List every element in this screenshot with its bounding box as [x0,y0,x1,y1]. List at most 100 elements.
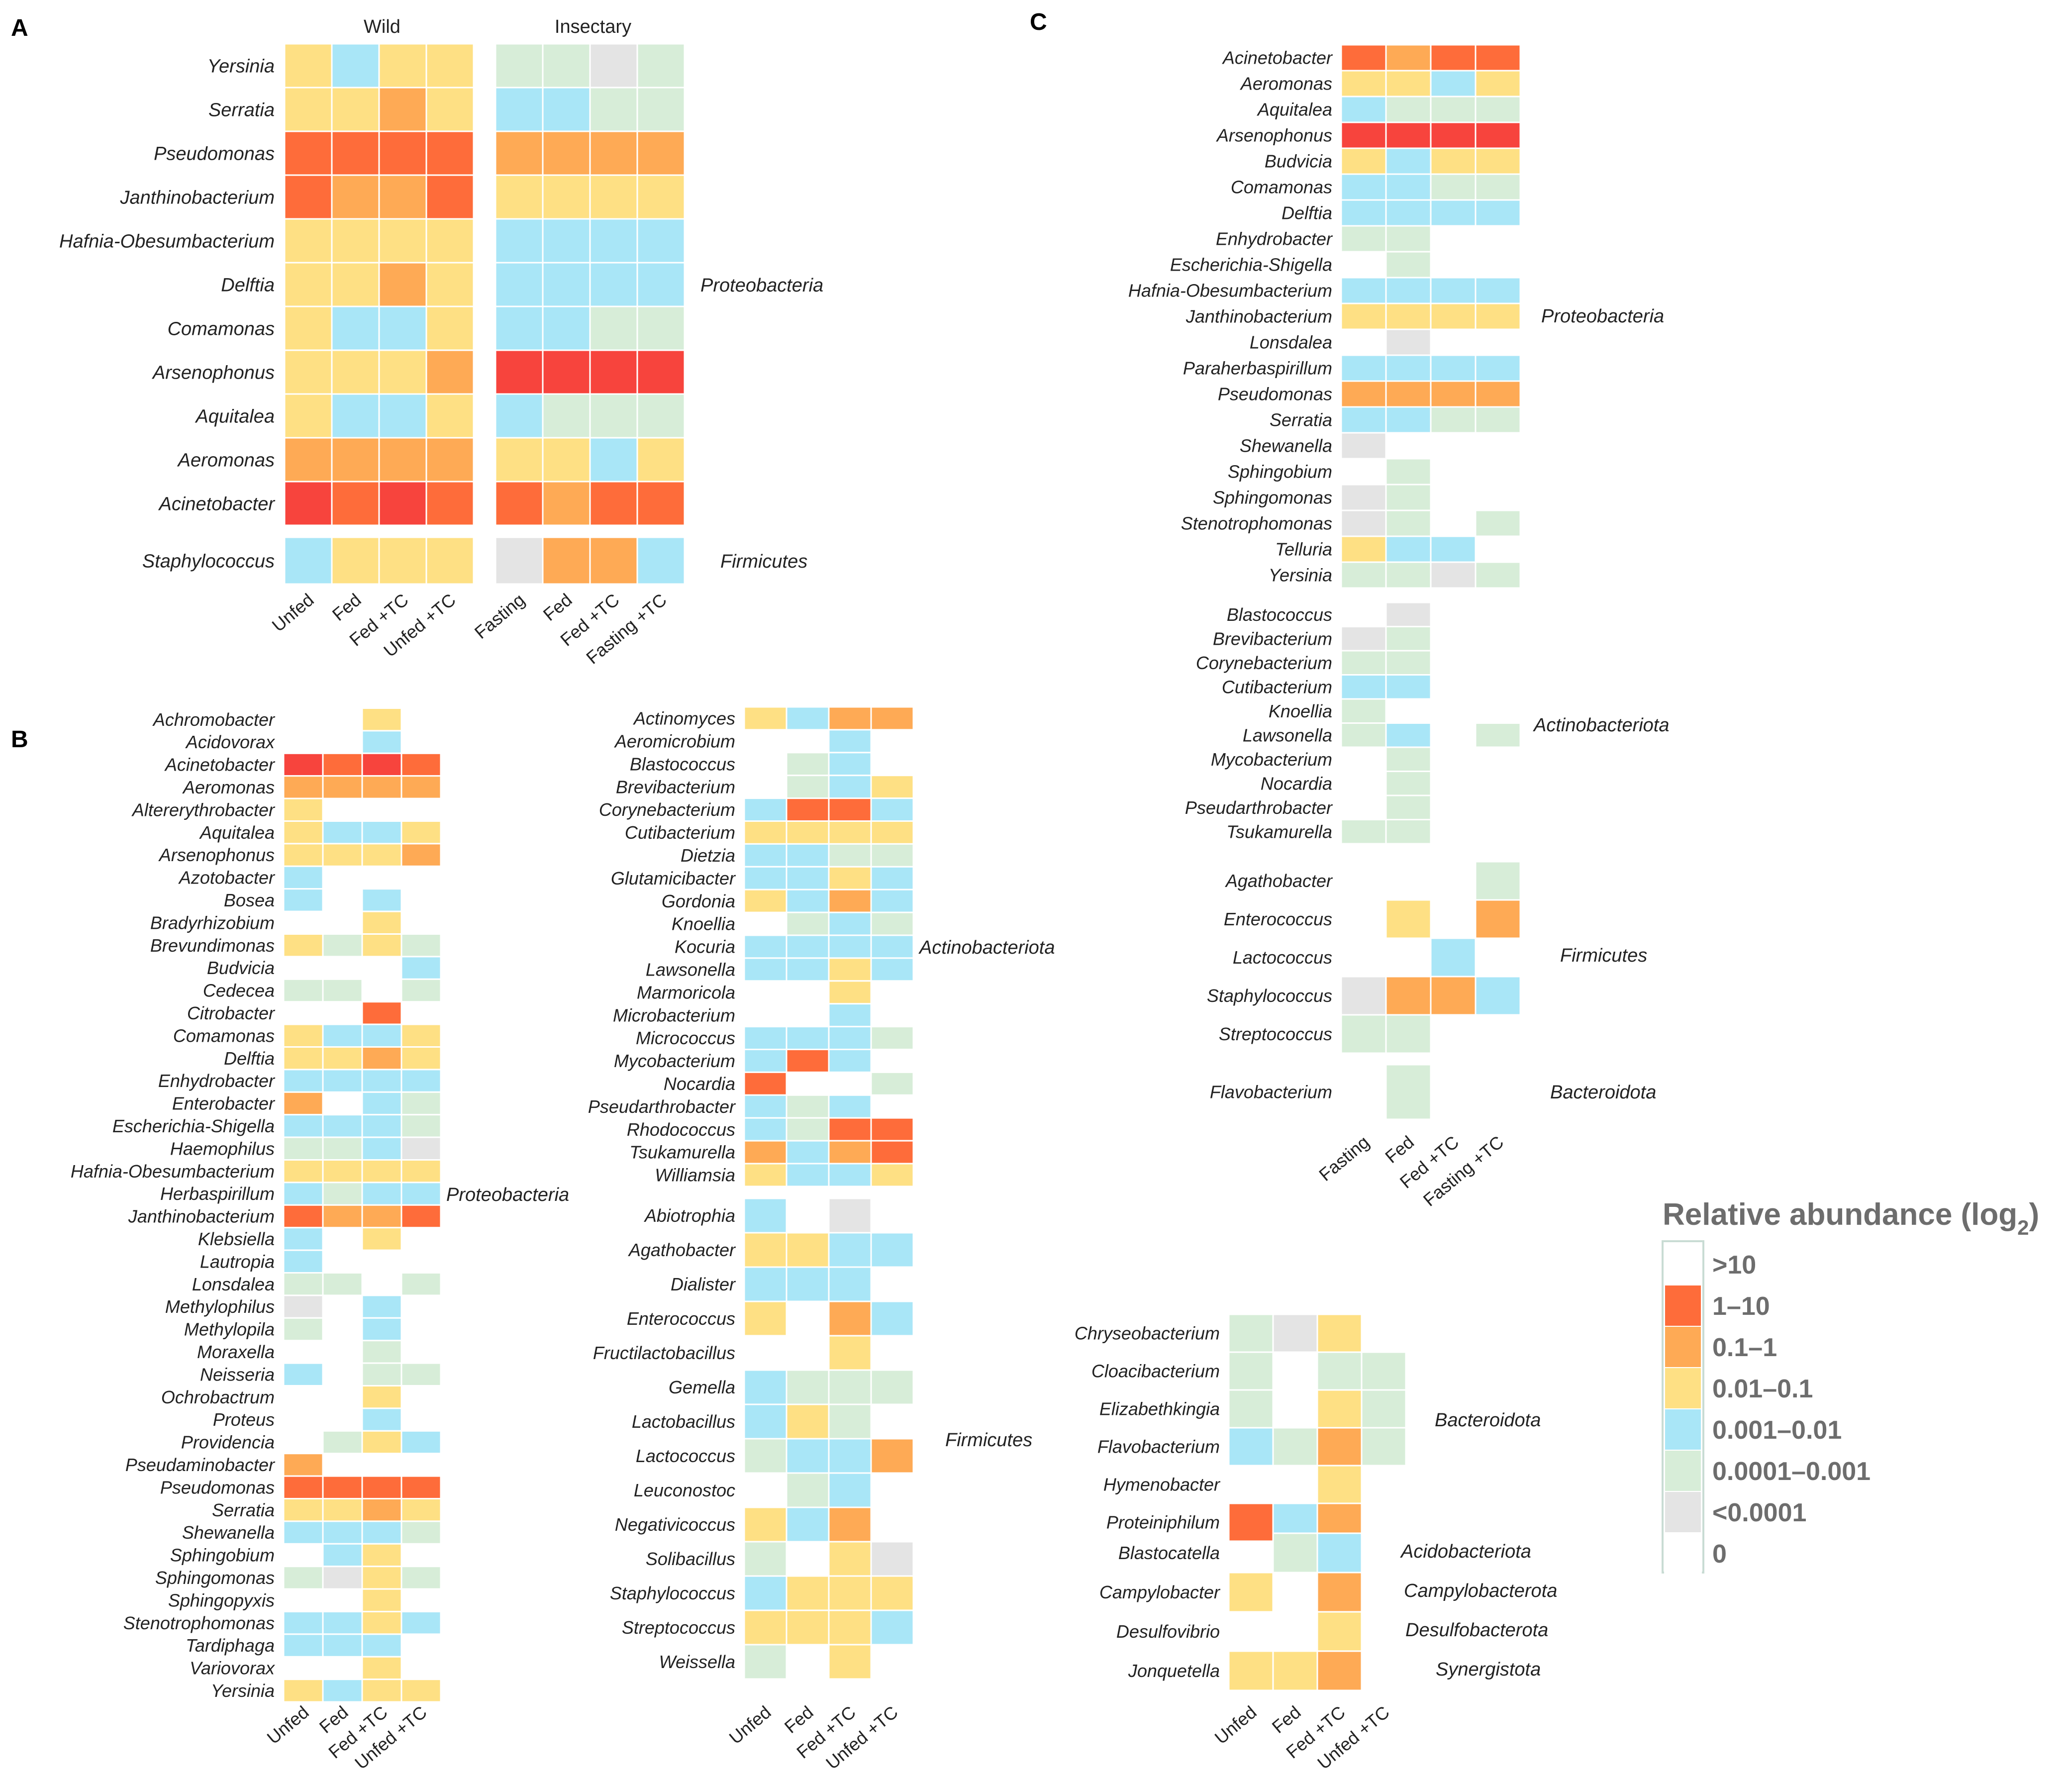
heat-cell-leuconostoc-c2 [828,1472,872,1508]
heat-cell-acinetobacter-c3 [425,481,475,526]
heat-cell-acinetobacter-c1 [331,481,380,526]
heat-cell-comamonas-c3 [1475,173,1521,201]
row-label-methylophilus: Methylophilus [165,1296,275,1317]
row-label-bradyrhizobium: Bradyrhizobium [150,912,275,933]
heat-cell-arsenophonus-c5 [542,349,591,395]
row-label-hymenobacter: Hymenobacter [1103,1475,1221,1495]
row-label-blastocatella: Blastocatella [1118,1543,1220,1563]
row-label-budvicia: Budvicia [207,958,275,978]
row-label-aquitalea: Aquitalea [195,406,275,427]
heat-cell-tsukamurella-c1 [1385,819,1432,845]
heat-cell-gordonia-c0 [743,888,788,913]
heat-cell-williamsia-c1 [786,1163,830,1187]
legend-title: Relative abundance (log2) [1663,1197,2039,1239]
heat-cell-paraherbaspirillum-c0 [1340,354,1387,382]
row-label-providencia: Providencia [181,1432,275,1453]
heat-cell-janthinobacterium-c3 [1475,302,1521,330]
heat-cell-pseudomonas-c2 [361,1475,402,1500]
heat-cell-delftia-c2 [361,1046,402,1071]
heat-cell-corynebacterium-c0 [1340,650,1387,676]
heat-cell-yersinia-c6 [589,43,638,89]
heat-cell-streptococcus-c0 [743,1609,788,1646]
heat-cell-janthinobacterium-c2 [1430,302,1477,330]
heat-cell-staphylococcus-c3 [425,536,475,585]
group-label-actinobacteriota: Actinobacteriota [1533,715,1670,736]
heat-cell-serratia-c7 [636,87,686,132]
heat-cell-glutamicibacter-c1 [786,866,830,890]
heat-cell-aquitalea-c1 [1385,96,1432,123]
heat-cell-staphylococcus-c1 [786,1575,830,1611]
heat-cell-janthinobacterium-c3 [425,174,475,220]
heat-cell-gemella-c1 [786,1369,830,1405]
heat-cell-mycobacterium-c1 [786,1049,830,1073]
heat-cell-comamonas-c3 [400,1023,442,1048]
heat-cell-aquitalea-c6 [589,393,638,439]
row-label-serratia: Serratia [212,1500,275,1520]
heat-cell-nocardia-c3 [870,1071,914,1096]
row-label-hafnia-obesumbacterium: Hafnia-Obesumbacterium [1128,281,1332,301]
heat-cell-acinetobacter-c1 [1385,44,1432,72]
row-label-flavobacterium: Flavobacterium [1097,1437,1220,1457]
heat-cell-sphingomonas-c1 [1385,484,1432,511]
row-label-proteus: Proteus [213,1409,275,1430]
heat-cell-serratia-c4 [494,87,544,132]
heat-cell-comamonas-c5 [542,305,591,351]
row-label-pseudomonas: Pseudomonas [1218,384,1332,404]
heat-cell-jonquetella-c2 [1316,1650,1363,1691]
heat-cell-comamonas-c2 [361,1023,402,1048]
heat-cell-shewanella-c3 [400,1520,442,1545]
heat-cell-lawsonella-c2 [828,957,872,982]
heat-cell-actinomyces-c0 [743,706,788,731]
heat-cell-yersinia-c4 [494,43,544,89]
row-label-aeromicrobium: Aeromicrobium [614,731,735,751]
row-label-paraherbaspirillum: Paraherbaspirillum [1183,358,1332,379]
row-label-serratia: Serratia [208,99,275,120]
heat-cell-budvicia-c2 [1430,147,1477,175]
heat-cell-budvicia-c3 [1475,147,1521,175]
row-label-azotobacter: Azotobacter [178,868,276,888]
column-label-fasting: Fasting [471,590,529,643]
legend-swatch-7 [1664,1532,1702,1575]
row-label-nocardia: Nocardia [1261,773,1332,793]
heat-cell-aeromonas-c1 [331,437,380,483]
heat-cell-mycobacterium-c0 [743,1049,788,1073]
heat-cell-sphingobium-c1 [322,1543,363,1568]
heat-cell-chryseobacterium-c1 [1272,1313,1318,1353]
row-label-achromobacter: Achromobacter [152,709,276,730]
heat-cell-knoellia-c1 [786,911,830,936]
heat-cell-enhydrobacter-c2 [361,1069,402,1093]
heat-cell-arsenophonus-c1 [1385,121,1432,149]
heat-cell-yersinia-c0 [283,1678,324,1703]
heat-cell-klebsiella-c0 [283,1227,324,1251]
heat-cell-solibacillus-c2 [828,1541,872,1577]
row-label-agathobacter: Agathobacter [628,1240,736,1260]
row-label-lonsdalea: Lonsdalea [1250,332,1332,353]
heat-cell-corynebacterium-c2 [828,797,872,822]
heat-cell-escherichia-shigella-c2 [361,1114,402,1138]
heat-cell-flavobacterium-c1 [1272,1427,1318,1467]
row-label-mycobacterium: Mycobacterium [614,1051,735,1071]
heat-cell-kocuria-c3 [870,934,914,959]
heat-cell-knoellia-c2 [828,911,872,936]
heat-cell-comamonas-c1 [331,305,380,351]
heat-cell-agathobacter-c3 [870,1232,914,1268]
heat-cell-comamonas-c2 [1430,173,1477,201]
heat-cell-micrococcus-c0 [743,1026,788,1051]
heat-cell-hafnia-obesumbacterium-c6 [589,218,638,264]
row-label-glutamicibacter: Glutamicibacter [611,868,736,888]
heat-cell-arsenophonus-c2 [378,349,427,395]
heat-cell-hafnia-obesumbacterium-c2 [378,218,427,264]
heat-cell-abiotrophia-c0 [743,1197,788,1234]
heat-cell-hafnia-obesumbacterium-c1 [331,218,380,264]
heat-cell-janthinobacterium-c1 [331,174,380,220]
heat-cell-streptococcus-c1 [1385,1014,1432,1054]
heat-cell-rhodococcus-c3 [870,1117,914,1142]
heat-cell-cedecea-c3 [400,978,442,1003]
heat-cell-delftia-c2 [378,262,427,307]
row-label-janthinobacterium: Janthinobacterium [119,187,275,208]
row-label-lawsonella: Lawsonella [1243,725,1332,745]
heat-cell-stenotrophomonas-c0 [1340,509,1387,537]
row-label-aeromonas: Aeromonas [177,450,275,471]
heat-cell-pseudomonas-c0 [283,1475,324,1500]
